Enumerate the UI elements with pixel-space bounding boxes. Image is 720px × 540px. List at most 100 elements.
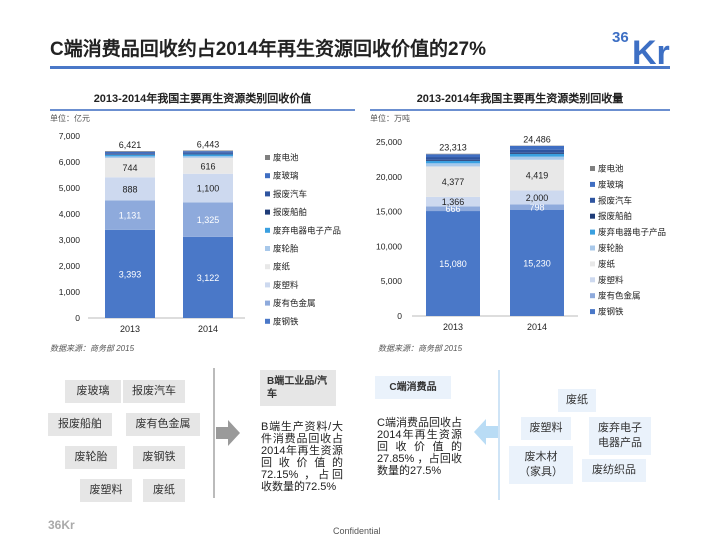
b-tag: 废纸 [143,479,185,502]
legend-swatch [590,197,595,203]
legend-label: 废轮胎 [598,243,624,253]
data-label: 616 [200,161,215,171]
bar-segment [105,153,155,155]
legend-label: 报废汽车 [598,195,632,205]
data-label: 3,122 [197,273,220,283]
y-tick-label: 6,000 [59,157,81,167]
x-tick-label: 2014 [527,322,547,332]
legend-swatch [590,245,595,251]
data-label: 1,325 [197,215,220,225]
bar-segment [426,196,480,207]
c-tag: 废塑料 [521,417,571,440]
y-tick-label: 3,000 [59,235,81,245]
b-tag: 废有色金属 [126,413,200,436]
bar-segment [183,150,233,152]
legend-swatch [590,181,595,187]
charts: 0 1,000 2,000 3,000 4,000 5,000 6,000 7,000 3,39… [59,131,666,334]
arrow-left-icon [474,419,500,445]
bar-segment [105,151,155,154]
total-label: 6,421 [119,140,142,150]
legend-swatch [265,227,270,233]
b-tag: 废钢铁 [133,446,185,469]
legend-label: 废弃电器电子产品 [273,225,341,235]
y-tick-label: 15,000 [376,207,402,217]
bar-segment [426,157,480,160]
legend-label: 废电池 [273,153,299,163]
legend-label: 废玻璃 [273,171,299,181]
b-tag: 废塑料 [80,479,132,502]
y-tick-label: 5,000 [381,276,403,286]
bar-segment [105,200,155,230]
c-tag: 废纺织品 [582,459,646,482]
bar-segment [510,149,564,153]
arrow-right-icon [216,420,240,446]
y-tick-label: 5,000 [59,183,81,193]
bar-segment [183,154,233,157]
legend-label: 废电池 [598,164,624,174]
bar-segment [426,166,480,197]
y-tick-label: 2,000 [59,261,81,271]
b-tag: 报废船舶 [48,413,112,436]
bar-segment [426,153,480,155]
legend-swatch [265,264,270,270]
bar-segment [510,204,564,210]
c-description: C端消费品回收占2014年再生资源回收价值的27.85% ，占回收数量的27.5… [377,417,462,477]
b-description: B端生产资料/大件消费品回收占2014年再生资源回收价值的72.15% ，占回收… [261,421,343,493]
bar-segment [105,229,155,318]
total-label: 6,443 [197,139,220,149]
b-tag: 废轮胎 [65,446,117,469]
x-tick-label: 2014 [198,324,218,334]
legend-label: 废纸 [273,262,291,272]
y-tick-label: 4,000 [59,209,81,219]
bar-segment [183,152,233,154]
page-title: C端消费品回收约占2014年再生资源回收价值的27% [50,39,487,60]
data-label: 15,230 [523,258,551,268]
svg-text:36: 36 [612,29,629,46]
bar-segment [510,190,564,205]
legend-label: 废轮胎 [273,244,299,254]
y-tick-label: 1,000 [59,287,81,297]
bar-segment [105,157,155,178]
legend-label: 废塑料 [598,275,624,285]
chart2-unit: 单位：万吨 [370,114,410,123]
legend-label: 报废船舶 [273,207,307,217]
data-label: 1,366 [442,197,465,207]
bar-segment [426,154,480,158]
legend-label: 废钢铁 [598,307,624,317]
legend-swatch [590,277,595,283]
legend-swatch [265,173,270,179]
legend-swatch [265,209,270,215]
total-label: 23,313 [439,143,467,153]
legend-swatch [265,246,270,251]
c-tag: 废纸 [558,389,596,412]
legend-swatch [265,191,270,197]
bar-segment [183,151,233,153]
bar-segment [426,163,480,167]
legend-swatch [265,282,270,288]
bar-segment [510,209,564,316]
bar-segment [183,157,233,174]
legend-label: 废塑料 [273,280,299,290]
legend-swatch [590,229,595,235]
legend-label: 废钢铁 [273,316,299,326]
legend-swatch [590,293,595,299]
data-label: 3,393 [119,269,142,279]
legend-swatch [590,166,595,171]
chart1-title: 2013-2014年我国主要再生资源类别回收价值 [50,90,355,111]
b-heading: B端工业品/汽车 [260,370,336,406]
data-label: 1,100 [197,184,220,194]
bar-segment [183,156,233,158]
legend-label: 废纸 [598,259,616,269]
c-tag: 废弃电子电器产品 [589,417,651,455]
title-underline [50,66,670,69]
bar-segment [105,154,155,157]
y-tick-label: 7,000 [59,131,81,141]
bar-segment [510,145,564,150]
bar-segment [510,156,564,160]
bar-segment [426,160,480,164]
b-tag: 报废汽车 [123,380,185,403]
y-tick-label: 25,000 [376,137,402,147]
chart2-title: 2013-2014年我国主要再生资源类别回收量 [370,90,670,111]
c-tag: 废木材（家具） [509,446,573,484]
chart1-unit: 单位：亿元 [50,114,90,123]
